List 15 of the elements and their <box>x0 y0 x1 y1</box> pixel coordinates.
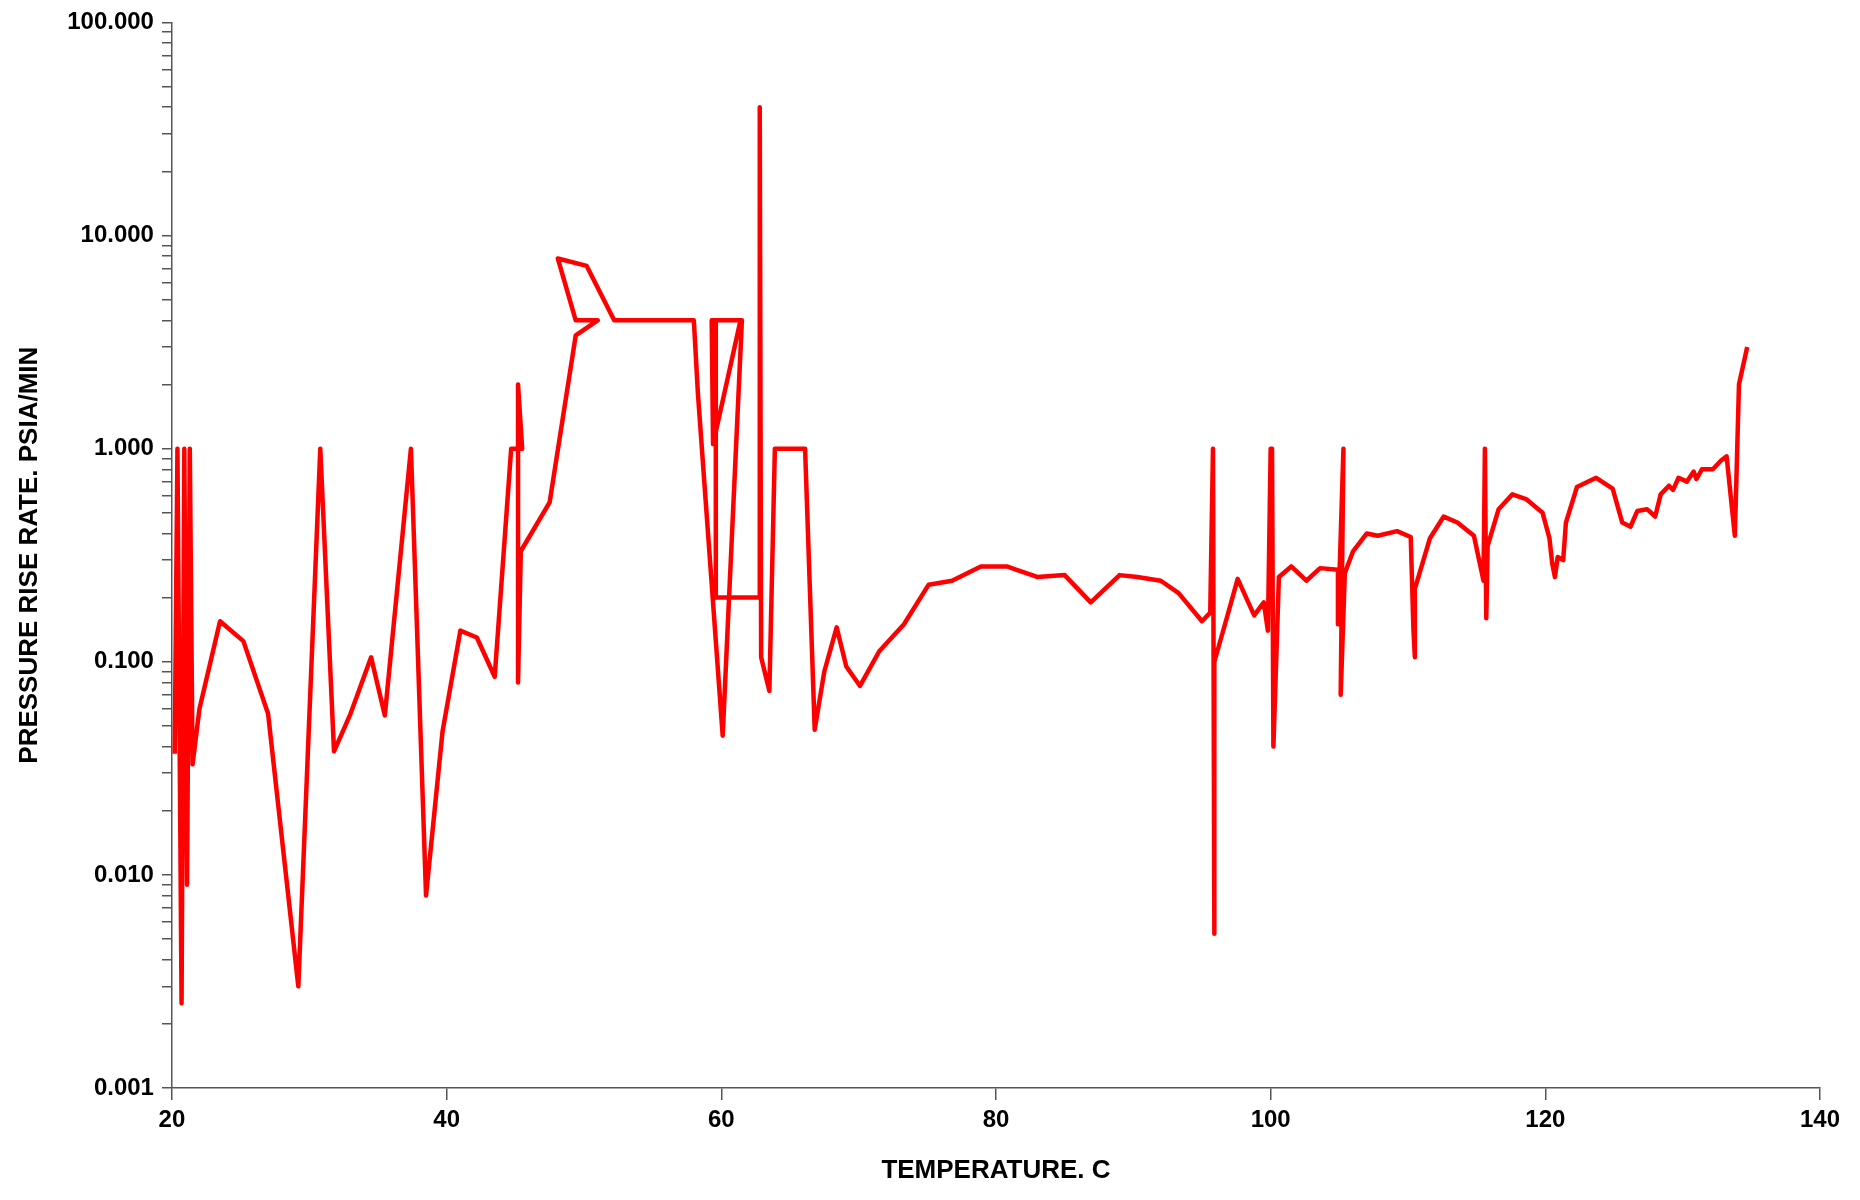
x-tick-label: 120 <box>1525 1105 1566 1133</box>
x-tick-label: 20 <box>158 1105 186 1133</box>
y-tick-label: 0.001 <box>93 1072 154 1100</box>
x-tick-label: 60 <box>707 1105 735 1133</box>
y-tick-label: 10.000 <box>80 220 154 248</box>
x-tick-label: 100 <box>1250 1105 1291 1133</box>
y-tick-label: 0.010 <box>93 859 154 887</box>
x-tick-label: 40 <box>433 1105 460 1133</box>
y-tick-label: 1.000 <box>93 433 154 461</box>
x-tick-label: 140 <box>1799 1105 1841 1133</box>
y-tick-label: 100.000 <box>67 7 154 35</box>
y-axis-title: PRESSURE RISE RATE. PSIA/MIN <box>12 346 43 764</box>
x-tick-label: 80 <box>982 1105 1010 1133</box>
x-axis-title: TEMPERATURE. C <box>881 1153 1111 1184</box>
y-tick-label: 0.100 <box>93 646 154 674</box>
